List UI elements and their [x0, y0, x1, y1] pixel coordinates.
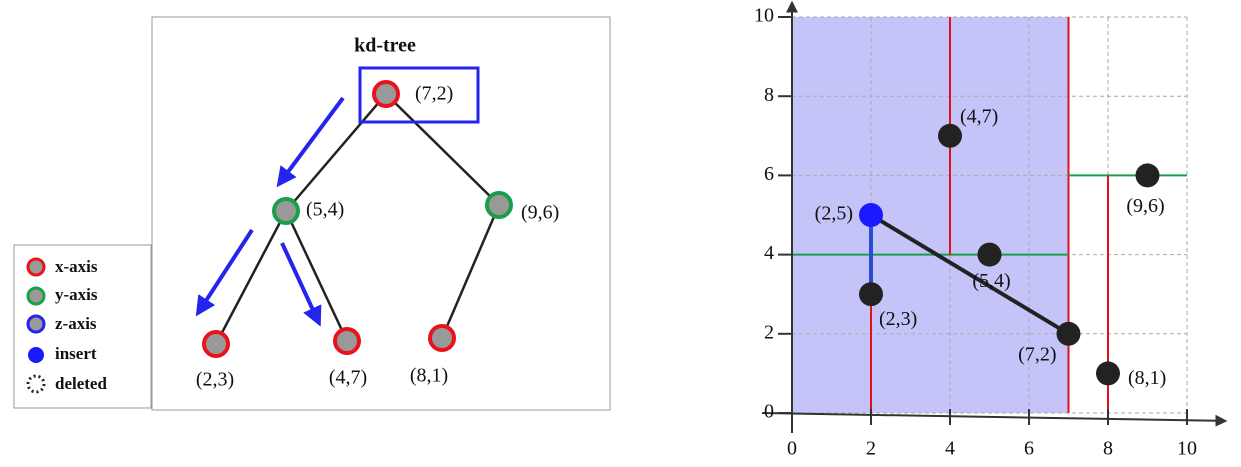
legend-swatch — [26, 257, 46, 277]
connection — [869, 213, 1070, 336]
legend-swatch — [28, 347, 44, 363]
point — [1135, 163, 1160, 188]
search-arrows — [195, 96, 345, 327]
point-label: (4,7) — [960, 105, 998, 127]
highlight-box — [358, 66, 480, 124]
legend-swatch — [26, 374, 46, 394]
node-label: (4,7) — [329, 367, 367, 389]
node-label: (7,2) — [415, 83, 453, 105]
point-label: (9,6) — [1126, 195, 1164, 217]
point-label: (7,2) — [1018, 343, 1056, 365]
point — [859, 203, 883, 227]
tree-nodes — [202, 80, 513, 358]
y-tick-label: 10 — [754, 5, 774, 27]
legend-label: z-axis — [55, 314, 97, 333]
x-tick-label: 4 — [945, 438, 955, 460]
x-tick-label: 2 — [866, 438, 876, 460]
point — [938, 123, 962, 148]
point — [1056, 321, 1081, 346]
point — [1096, 361, 1120, 386]
y-tick-label: 6 — [764, 163, 774, 185]
tree-edges — [214, 93, 501, 345]
y-tick-label: 2 — [764, 321, 774, 343]
point-label: (5,4) — [972, 270, 1010, 292]
x-tick-label: 6 — [1024, 438, 1034, 460]
point-label: (2,3) — [879, 308, 917, 330]
legend-label: insert — [55, 344, 97, 363]
y-tick-label: 0 — [764, 401, 774, 423]
y-tick-label: 4 — [764, 242, 774, 264]
y-tick-label: 8 — [764, 84, 774, 106]
x-tick-label: 8 — [1103, 438, 1113, 460]
x-tick-label: 0 — [787, 438, 797, 460]
node-label: (2,3) — [196, 369, 234, 391]
node-label: (9,6) — [521, 202, 559, 224]
x-axis — [761, 412, 1228, 427]
x-tick-label: 10 — [1177, 438, 1197, 460]
point-label: (2,5) — [815, 203, 853, 225]
legend-swatch — [26, 286, 46, 306]
tree-frame — [151, 16, 611, 411]
node-label: (8,1) — [410, 365, 448, 387]
point — [859, 282, 883, 307]
legend-label: x-axis — [55, 257, 98, 276]
legend-swatch — [26, 314, 46, 334]
tree-title: kd-tree — [354, 35, 416, 57]
legend-label: y-axis — [55, 285, 98, 304]
legend-label: deleted — [55, 374, 107, 393]
node-label: (5,4) — [306, 199, 344, 221]
point — [977, 242, 1002, 267]
point-label: (8,1) — [1128, 367, 1166, 389]
region — [792, 17, 1069, 413]
